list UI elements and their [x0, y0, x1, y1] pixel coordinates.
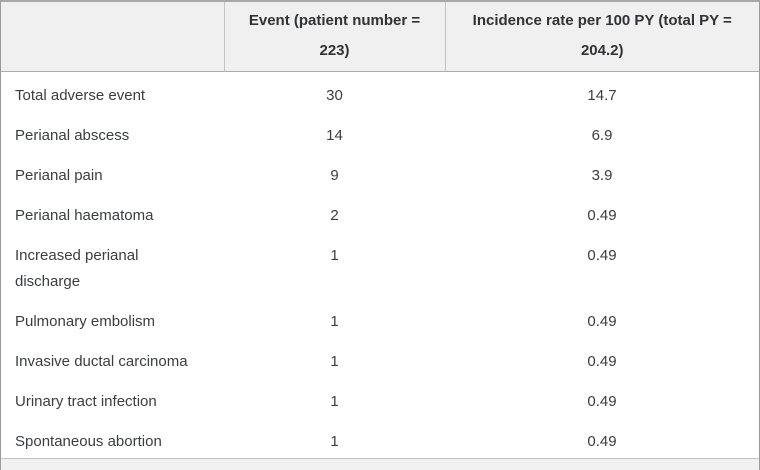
table-body: Total adverse event 30 14.7 Perianal abs…	[1, 71, 759, 458]
incidence-rate: 0.49	[587, 312, 617, 330]
incidence-rate: 14.7	[587, 86, 617, 104]
table-row: Perianal pain 9 3.9	[1, 152, 759, 192]
event-label: Increased perianal discharge	[15, 246, 139, 290]
incidence-rate: 6.9	[591, 126, 613, 144]
table-row: Pulmonary embolism 1 0.49	[1, 298, 759, 338]
event-label: Perianal haematoma	[15, 206, 154, 224]
event-count: 14	[326, 126, 343, 144]
event-count: 1	[330, 312, 339, 330]
event-count: 2	[330, 206, 339, 224]
table-row: Urinary tract infection 1 0.49	[1, 378, 759, 418]
event-count: 9	[330, 166, 339, 184]
incidence-rate: 0.49	[587, 352, 617, 370]
table-row: Total adverse event 30 14.7	[1, 71, 759, 112]
next-section-edge	[1, 458, 759, 470]
header-event-name	[1, 2, 224, 72]
adverse-events-table: Event (patient number = 223) Incidence r…	[1, 2, 759, 458]
incidence-rate: 0.49	[587, 432, 617, 450]
event-label: Invasive ductal carcinoma	[15, 352, 188, 370]
table-row: Increased perianal discharge 1 0.49	[1, 232, 759, 298]
event-count: 1	[330, 432, 339, 450]
event-label: Urinary tract infection	[15, 392, 157, 410]
incidence-rate: 3.9	[591, 166, 613, 184]
table-header: Event (patient number = 223) Incidence r…	[1, 2, 759, 72]
header-row: Event (patient number = 223) Incidence r…	[1, 2, 759, 72]
event-label: Perianal abscess	[15, 126, 130, 144]
incidence-rate: 0.49	[587, 206, 617, 224]
table-row: Perianal haematoma 2 0.49	[1, 192, 759, 232]
event-label: Perianal pain	[15, 166, 103, 184]
event-count: 1	[330, 392, 339, 410]
table-row: Invasive ductal carcinoma 1 0.49	[1, 338, 759, 378]
event-count: 30	[326, 86, 343, 104]
event-label: Pulmonary embolism	[15, 312, 156, 330]
event-label: Spontaneous abortion	[15, 432, 162, 450]
event-count: 1	[330, 352, 339, 370]
event-label: Total adverse event	[15, 86, 146, 104]
header-incidence-rate: Incidence rate per 100 PY (total PY = 20…	[444, 2, 759, 72]
table-row: Spontaneous abortion 1 0.49	[1, 418, 759, 458]
table-row: Perianal abscess 14 6.9	[1, 112, 759, 152]
incidence-rate: 0.49	[587, 392, 617, 410]
header-event-count: Event (patient number = 223)	[223, 2, 445, 72]
incidence-rate: 0.49	[587, 246, 617, 264]
event-count: 1	[330, 246, 339, 264]
